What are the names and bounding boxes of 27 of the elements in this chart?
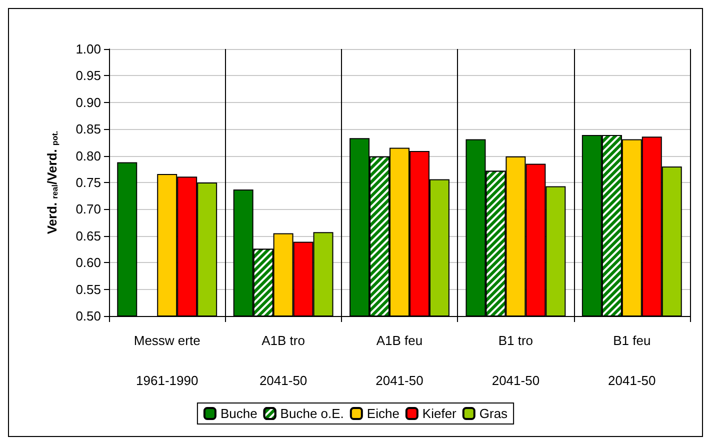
legend-label: Buche o.E.	[280, 406, 344, 421]
x-tick-label: B1 tro	[498, 333, 534, 348]
text: 2041-50	[492, 373, 540, 388]
y-tick-label: 0.70	[76, 202, 101, 217]
text: 2041-50	[608, 373, 656, 388]
x-tick-label: A1B feu	[376, 333, 423, 348]
y-tick-label: 1.00	[76, 42, 101, 56]
y-tick-label: 0.60	[76, 255, 101, 270]
y-tick-label: 0.80	[76, 148, 101, 164]
x-tick-label: Messw erte	[134, 333, 200, 348]
text: 1961-1990	[136, 373, 198, 388]
y-tick-label: 0.55	[76, 282, 101, 297]
text: 2041-50	[259, 373, 308, 388]
y-tick-label: 0.85	[76, 122, 101, 137]
legend-label: Eiche	[366, 406, 400, 421]
text: 2041-50	[376, 373, 424, 388]
y-tick-label: 0.90	[76, 94, 101, 110]
legend-label: Kiefer	[422, 406, 458, 421]
x-tick-label: A1B tro	[262, 333, 305, 348]
y-axis-title: Verd. real/Verd. pot.	[44, 130, 60, 234]
y-tick-label: 0.50	[76, 308, 101, 324]
x-tick-label: B1 feu	[613, 333, 651, 348]
legend-label: Gras	[479, 406, 508, 421]
y-tick-label: 0.65	[76, 228, 101, 244]
y-tick-label: 0.75	[76, 175, 101, 190]
y-tick-label: 0.95	[76, 68, 101, 84]
legend-label: Buche	[220, 406, 258, 421]
